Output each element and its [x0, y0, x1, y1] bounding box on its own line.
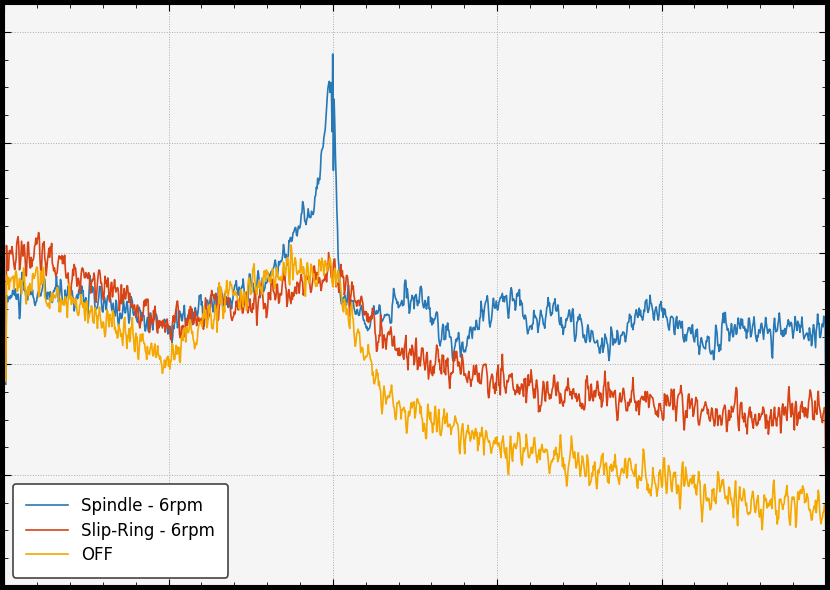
OFF — [110, 326, 120, 333]
Spindle - 6rpm — [432, 309, 442, 316]
Spindle - 6rpm — [357, 306, 367, 313]
Slip-Ring - 6rpm — [821, 471, 830, 478]
OFF — [1, 378, 11, 385]
Slip-Ring - 6rpm — [139, 303, 149, 310]
Slip-Ring - 6rpm — [357, 296, 367, 303]
OFF — [286, 241, 296, 248]
Line: Slip-Ring - 6rpm: Slip-Ring - 6rpm — [6, 232, 826, 475]
Spindle - 6rpm — [277, 256, 287, 263]
OFF — [757, 526, 767, 533]
Slip-Ring - 6rpm — [1, 355, 11, 362]
OFF — [432, 427, 442, 434]
Slip-Ring - 6rpm — [450, 358, 460, 365]
OFF — [277, 275, 287, 282]
Spindle - 6rpm — [821, 412, 830, 419]
Spindle - 6rpm — [450, 345, 460, 352]
Spindle - 6rpm — [139, 312, 149, 319]
Spindle - 6rpm — [328, 51, 338, 58]
Line: OFF: OFF — [6, 245, 826, 530]
Spindle - 6rpm — [110, 307, 120, 314]
OFF — [450, 418, 460, 425]
Slip-Ring - 6rpm — [278, 276, 288, 283]
OFF — [357, 344, 367, 351]
Legend: Spindle - 6rpm, Slip-Ring - 6rpm, OFF: Spindle - 6rpm, Slip-Ring - 6rpm, OFF — [12, 483, 228, 578]
OFF — [821, 526, 830, 533]
Line: Spindle - 6rpm: Spindle - 6rpm — [6, 54, 826, 416]
Spindle - 6rpm — [1, 381, 11, 388]
Slip-Ring - 6rpm — [110, 284, 120, 291]
Slip-Ring - 6rpm — [34, 229, 44, 236]
OFF — [139, 340, 149, 347]
Slip-Ring - 6rpm — [432, 345, 442, 352]
